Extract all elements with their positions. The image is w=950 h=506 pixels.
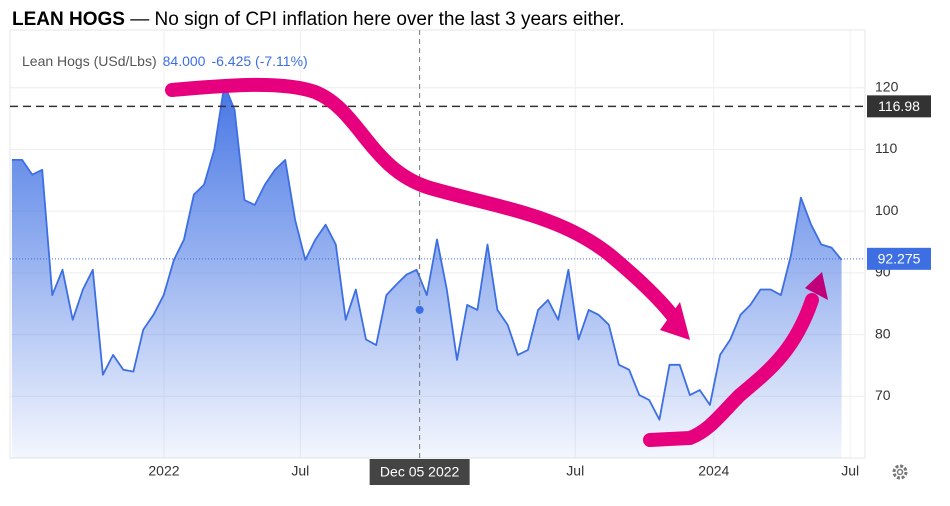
y-tick-label: 70 [875, 387, 891, 403]
y-tick-label: 120 [875, 78, 899, 94]
legend: Lean Hogs (USd/Lbs) 84.000 -6.425 (-7.11%) [22, 53, 308, 69]
y-tick-label: 100 [875, 202, 899, 218]
x-tick-label: Jul [841, 463, 859, 479]
area [11, 84, 842, 458]
legend-change: -6.425 (-7.11%) [211, 53, 307, 69]
x-tick-label: Jul [566, 463, 584, 479]
arrow-up [643, 293, 819, 447]
crosshair-label: Dec 05 2022 [380, 464, 460, 480]
settings-icon[interactable] [892, 464, 908, 480]
price-label: 92.275 [878, 251, 921, 267]
arrow-head [805, 272, 828, 300]
annotation-arrows [165, 77, 819, 447]
price-label: 116.98 [878, 98, 920, 114]
price-label-box [867, 247, 931, 270]
y-tick-label: 110 [875, 140, 898, 156]
price-label-box [867, 95, 931, 118]
arrow-down [165, 77, 679, 322]
title-rest: — No sign of CPI inflation here over the… [125, 9, 625, 30]
crosshair-point [415, 305, 424, 314]
legend-value: 84.000 [163, 53, 206, 69]
x-tick-label: 2022 [148, 463, 179, 479]
arrow-head [660, 302, 690, 340]
x-tick-label: 2024 [698, 463, 729, 479]
legend-name: Lean Hogs (USd/Lbs) [22, 53, 157, 69]
y-tick-label: 80 [875, 325, 891, 341]
x-tick-label: Jul [291, 463, 309, 479]
title: LEAN HOGS — No sign of CPI inflation her… [12, 9, 624, 30]
crosshair-label-box [369, 459, 470, 485]
line [11, 83, 843, 421]
title-bold: LEAN HOGS [12, 9, 125, 30]
